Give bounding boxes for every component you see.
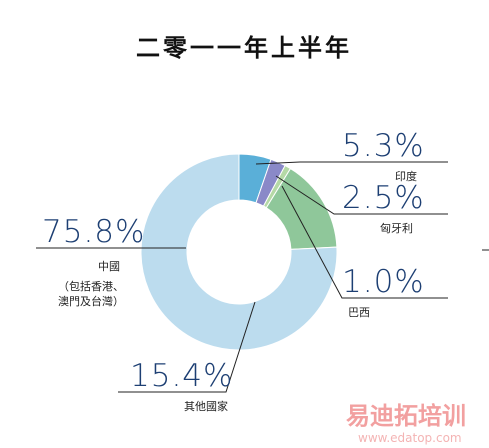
legend-label-other: 其他國家: [184, 399, 228, 413]
legend-label-india: 印度: [395, 169, 417, 183]
data-label-hungary-percent: 2.5%: [342, 180, 425, 216]
data-label-other-percent: 15.4%: [130, 358, 233, 394]
watermark-text: 易迪拓培训: [346, 402, 466, 430]
legend-label-hungary: 匈牙利: [380, 221, 413, 235]
leader-line-india: [255, 161, 448, 165]
legend-label-brazil: 巴西: [348, 306, 370, 319]
chart-title: 二零一一年上半年: [136, 34, 352, 62]
pie-slice-china: [140, 153, 338, 351]
data-label-india-percent: 5.3%: [342, 128, 425, 164]
legend-label-china: 中國: [98, 260, 120, 273]
data-label-china-percent: 75.8%: [42, 214, 145, 250]
leader-line-hungary: [275, 175, 448, 215]
legend-label-china-note-1: （包括香港、: [58, 279, 124, 293]
donut-slices: [140, 153, 338, 351]
legend-label-china-note-2: 澳門及台灣）: [58, 294, 124, 308]
leader-lines: [36, 161, 489, 393]
watermark: 易迪拓培训 www.edatop.com: [346, 402, 466, 445]
data-label-brazil-percent: 1.0%: [342, 264, 425, 300]
watermark-url: www.edatop.com: [358, 431, 462, 445]
leader-line-brazil: [281, 185, 448, 299]
leader-line-other: [118, 301, 256, 393]
